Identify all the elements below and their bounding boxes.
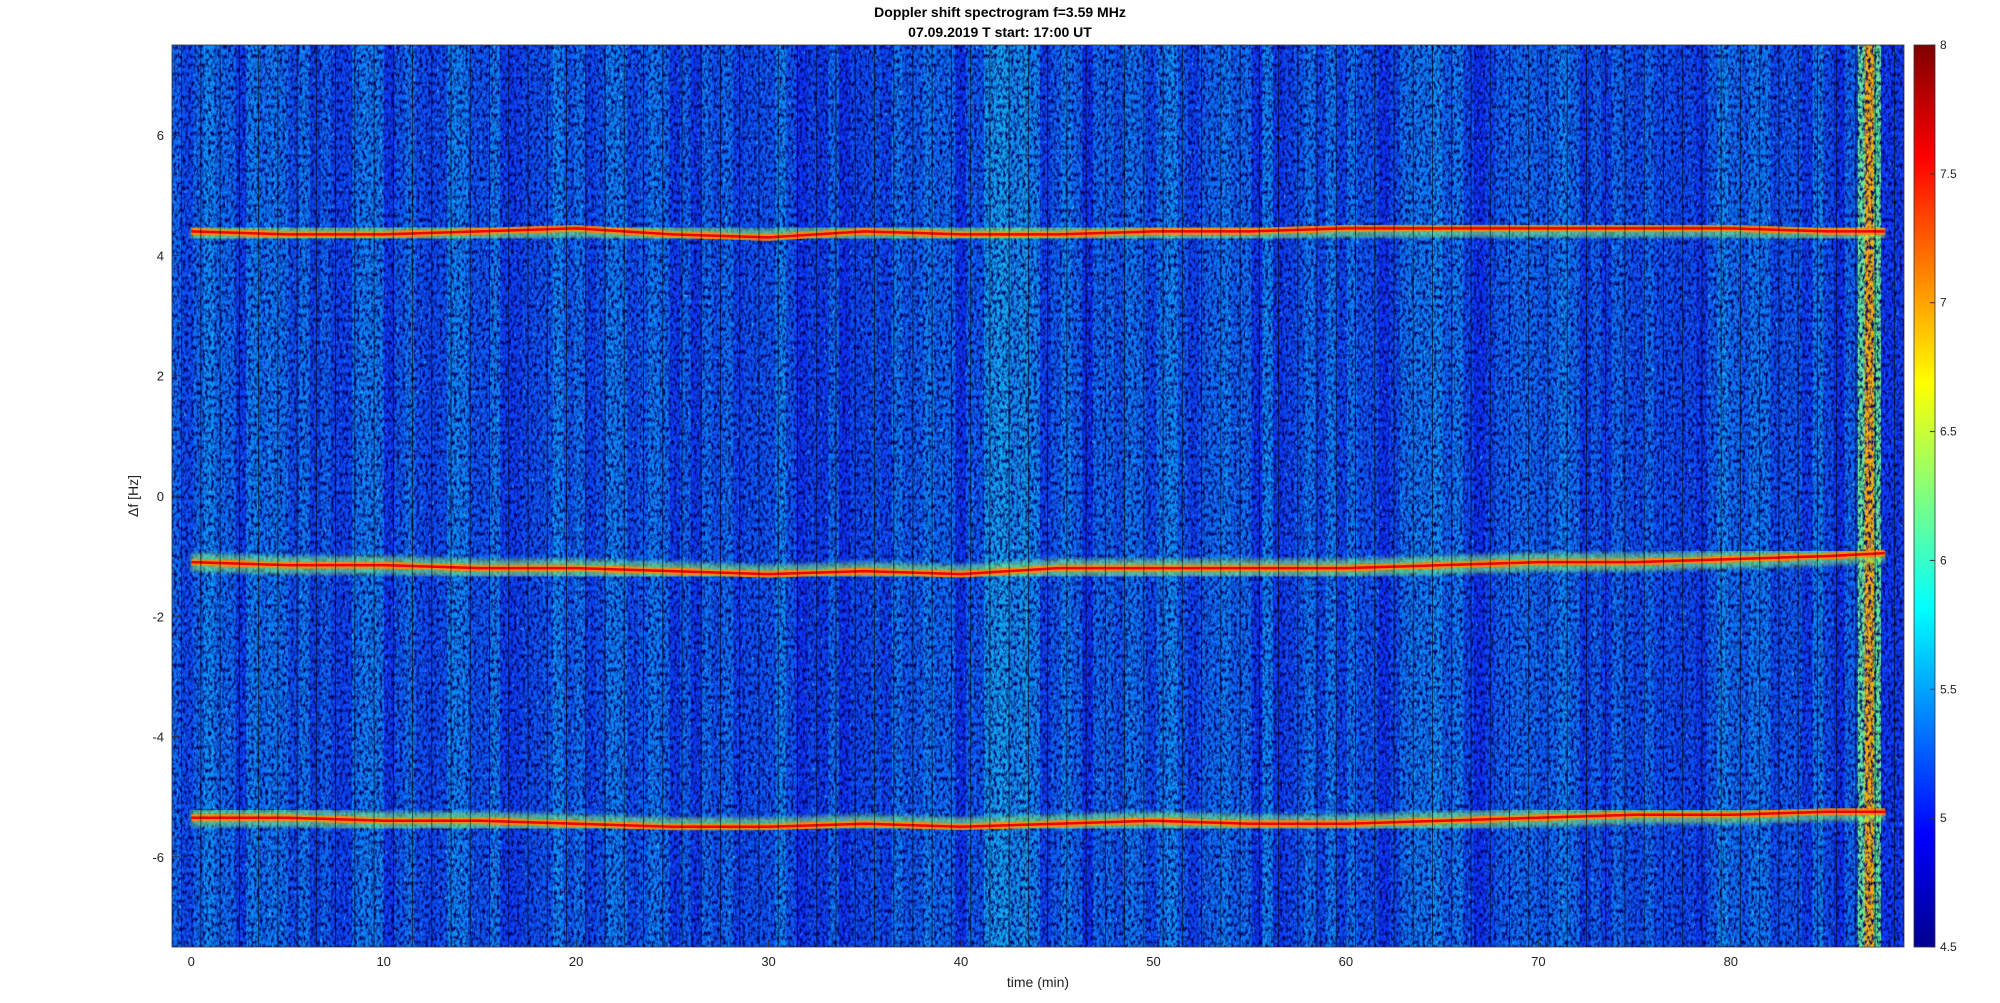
y-tick-label: -4 xyxy=(152,730,164,745)
y-tick-label: 0 xyxy=(157,489,164,504)
y-tick-label: 6 xyxy=(157,128,164,143)
sweep-lines xyxy=(181,45,1895,947)
colorbar-tick-label: 7 xyxy=(1940,296,1947,310)
x-tick-label: 10 xyxy=(376,954,390,969)
x-tick-label: 30 xyxy=(761,954,775,969)
x-axis: 0 10 20 30 40 50 60 70 80 xyxy=(188,939,1738,969)
colorbar-tick-label: 6.5 xyxy=(1940,425,1957,439)
colorbar-ticks: 4.5 5 5.5 6 6.5 7 7.5 8 xyxy=(1930,38,1957,954)
colorbar-tick-label: 4.5 xyxy=(1940,940,1957,954)
x-tick-label: 0 xyxy=(188,954,195,969)
colorbar-tick-label: 6 xyxy=(1940,553,1947,567)
x-tick-label: 20 xyxy=(569,954,583,969)
y-tick-label: -6 xyxy=(152,850,164,865)
x-tick-label: 80 xyxy=(1724,954,1738,969)
y-axis-label: Δf [Hz] xyxy=(125,475,141,517)
trace-line xyxy=(191,810,1885,828)
colorbar: 4.5 5 5.5 6 6.5 7 7.5 8 xyxy=(1913,38,1957,954)
colorbar-tick-label: 7.5 xyxy=(1940,167,1957,181)
colorbar-gradient xyxy=(1913,44,1936,948)
y-axis: -6 -4 -2 0 2 4 6 xyxy=(152,128,180,865)
y-tick-label: 2 xyxy=(157,369,164,384)
x-axis-label: time (min) xyxy=(1007,974,1069,990)
y-tick-label: -2 xyxy=(152,609,164,624)
chart-subtitle: 07.09.2019 T start: 17:00 UT xyxy=(908,24,1092,40)
y-tick-label: 4 xyxy=(157,248,164,263)
trace-line xyxy=(191,227,1885,239)
noise-texture-dark xyxy=(172,45,1904,947)
colorbar-tick-label: 5.5 xyxy=(1940,682,1957,696)
colorbar-tick-label: 8 xyxy=(1940,38,1947,52)
x-tick-label: 50 xyxy=(1146,954,1160,969)
x-tick-label: 40 xyxy=(954,954,968,969)
plot-area xyxy=(172,45,1904,947)
chart-title: Doppler shift spectrogram f=3.59 MHz xyxy=(874,4,1126,20)
x-tick-label: 60 xyxy=(1339,954,1353,969)
colorbar-tick-label: 5 xyxy=(1940,811,1947,825)
trace-line xyxy=(191,551,1885,576)
x-tick-label: 70 xyxy=(1531,954,1545,969)
doppler-traces xyxy=(190,219,1886,836)
